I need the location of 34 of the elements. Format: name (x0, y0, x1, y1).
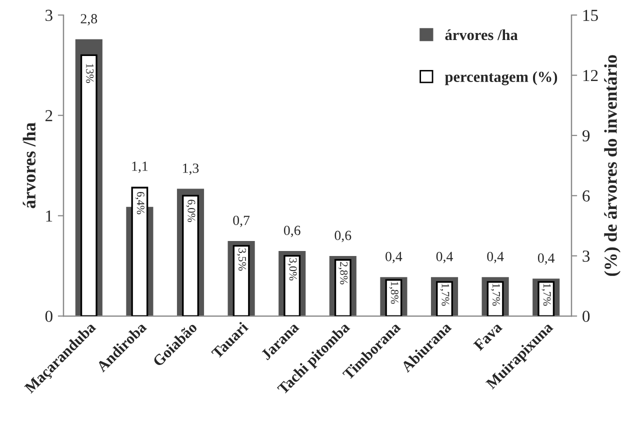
data-label: 2,8% (338, 262, 348, 284)
data-label: 0,4 (436, 252, 453, 264)
data-label: 3,5% (236, 248, 246, 271)
y2-tick-label: 12 (583, 70, 598, 82)
y-tick-label: 3 (46, 10, 52, 21)
data-label: 0,7 (233, 216, 250, 228)
y2-tick-label: 9 (582, 130, 590, 142)
data-label: 1,8% (389, 282, 398, 304)
data-label: 0,4 (386, 252, 402, 264)
data-label: 6,4% (135, 192, 144, 214)
y-tick-label: 1 (46, 210, 52, 222)
data-label: 1,1 (132, 162, 148, 173)
data-label: 1,7% (440, 284, 450, 306)
y2-tick-label: 0 (582, 310, 590, 322)
legend-label: árvores /ha (445, 29, 518, 40)
data-label: 1,7% (490, 284, 500, 306)
legend-label: percentagem (%) (444, 71, 558, 86)
y2-tick-label: 3 (582, 250, 590, 262)
data-label: 0,6 (334, 230, 352, 242)
data-label: 2,8 (80, 14, 98, 26)
data-label: 6,0% (186, 200, 196, 222)
data-label: 1,7% (542, 284, 551, 306)
y-tick-label: 2 (45, 110, 52, 122)
data-label: 0,4 (538, 253, 555, 265)
y-tick-label: 0 (45, 310, 52, 322)
y2-tick-label: 15 (583, 10, 598, 21)
data-label: 0,4 (487, 252, 504, 264)
data-label: 0,6 (284, 226, 300, 238)
y-axis-title: árvores /ha (22, 122, 36, 208)
data-label: 13% (86, 64, 94, 83)
y2-tick-label: 6 (582, 190, 590, 202)
data-label: 1,3 (183, 164, 199, 175)
y2-axis-title: (%) de árvores do inventário (604, 55, 621, 276)
data-label: 3,0% (288, 258, 297, 280)
